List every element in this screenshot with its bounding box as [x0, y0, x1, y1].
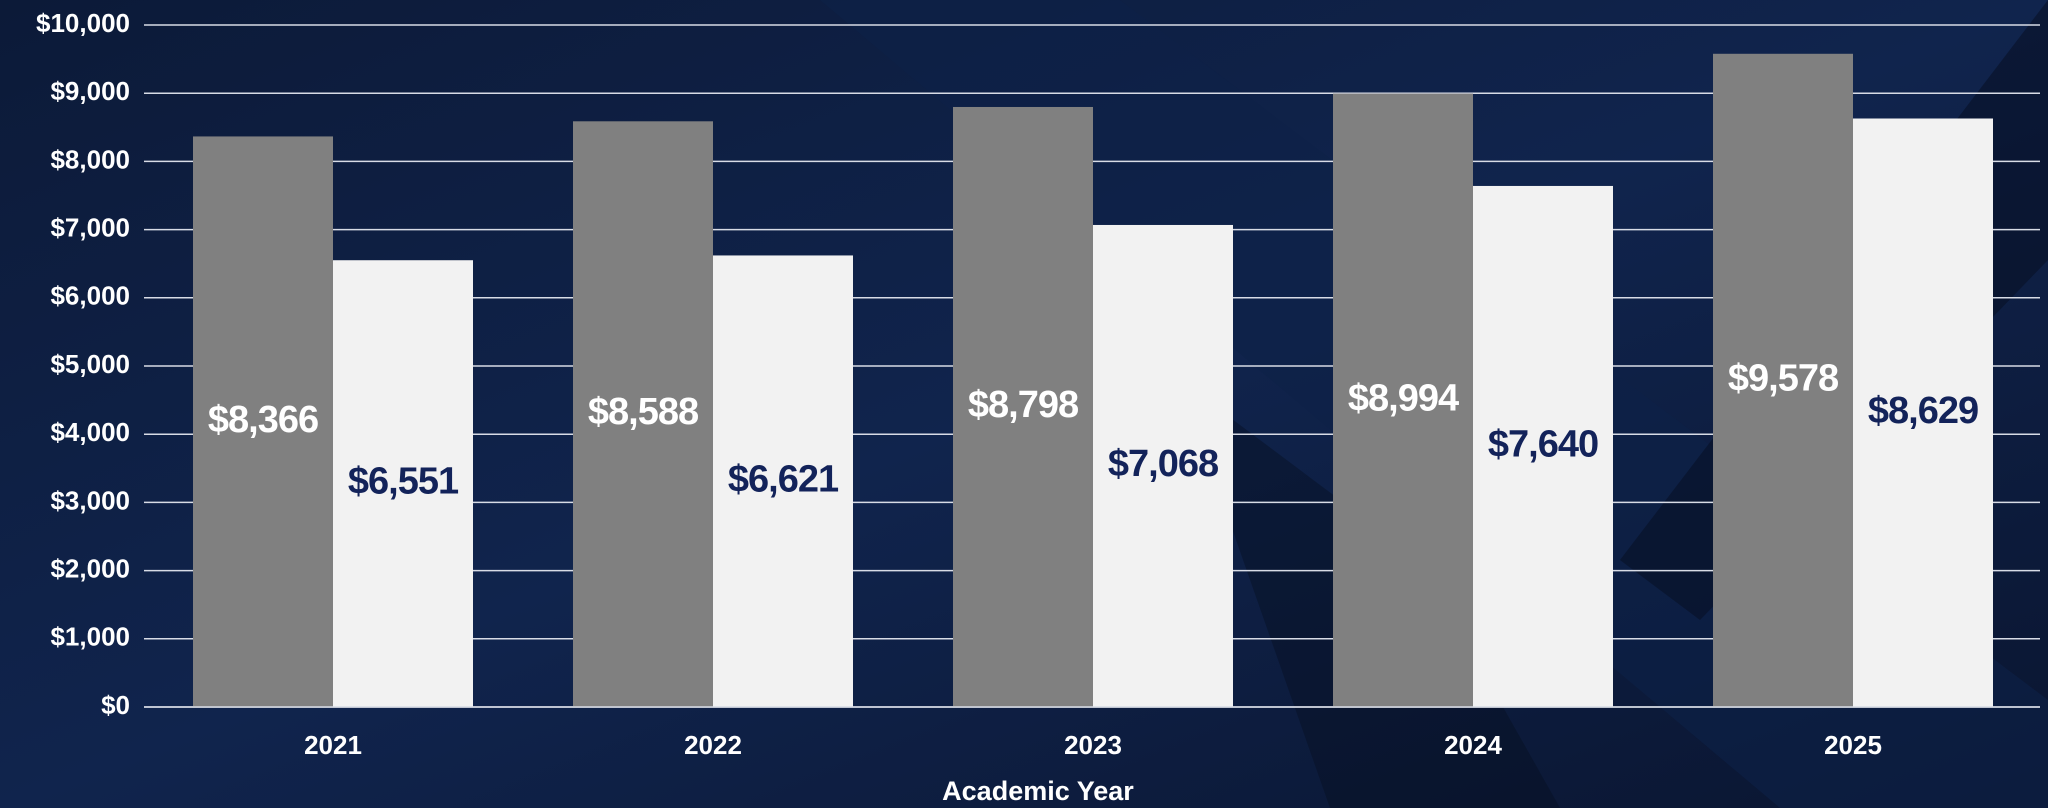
y-tick-label: $5,000: [50, 349, 130, 379]
y-tick-label: $6,000: [50, 281, 130, 311]
y-tick-label: $9,000: [50, 76, 130, 106]
x-tick-label: 2021: [304, 730, 362, 760]
bar: [953, 106, 1093, 708]
x-tick-label: 2022: [684, 730, 742, 760]
value-label: $6,551: [348, 461, 459, 503]
value-label: $9,578: [1728, 357, 1838, 399]
y-tick-label: $3,000: [50, 485, 130, 515]
y-tick-label: $4,000: [50, 417, 130, 447]
x-tick-label: 2025: [1824, 730, 1882, 760]
y-tick-label: $0: [101, 690, 130, 720]
bar: [713, 255, 853, 707]
value-label: $7,068: [1108, 443, 1218, 485]
y-tick-label: $10,000: [36, 8, 130, 38]
bar: [193, 136, 333, 708]
value-label: $8,629: [1868, 390, 1978, 432]
bar: [333, 260, 473, 707]
bar: [1473, 185, 1613, 707]
bar: [1713, 53, 1853, 708]
y-tick-label: $8,000: [50, 144, 130, 174]
y-tick-label: $2,000: [50, 553, 130, 583]
bar: [1853, 118, 1993, 707]
value-label: $7,640: [1488, 424, 1598, 466]
value-label: $8,994: [1348, 377, 1459, 419]
x-tick-label: 2023: [1064, 730, 1122, 760]
x-axis-title: Academic Year: [942, 776, 1134, 806]
value-label: $6,621: [728, 458, 839, 500]
value-label: $8,366: [208, 399, 318, 441]
y-tick-label: $7,000: [50, 212, 130, 242]
y-tick-label: $1,000: [50, 622, 130, 652]
bar: [573, 121, 713, 707]
value-label: $8,588: [588, 391, 698, 433]
value-label: $8,798: [968, 384, 1078, 426]
bar: [1093, 224, 1233, 707]
bar: [1333, 93, 1473, 708]
x-tick-label: 2024: [1444, 730, 1502, 760]
